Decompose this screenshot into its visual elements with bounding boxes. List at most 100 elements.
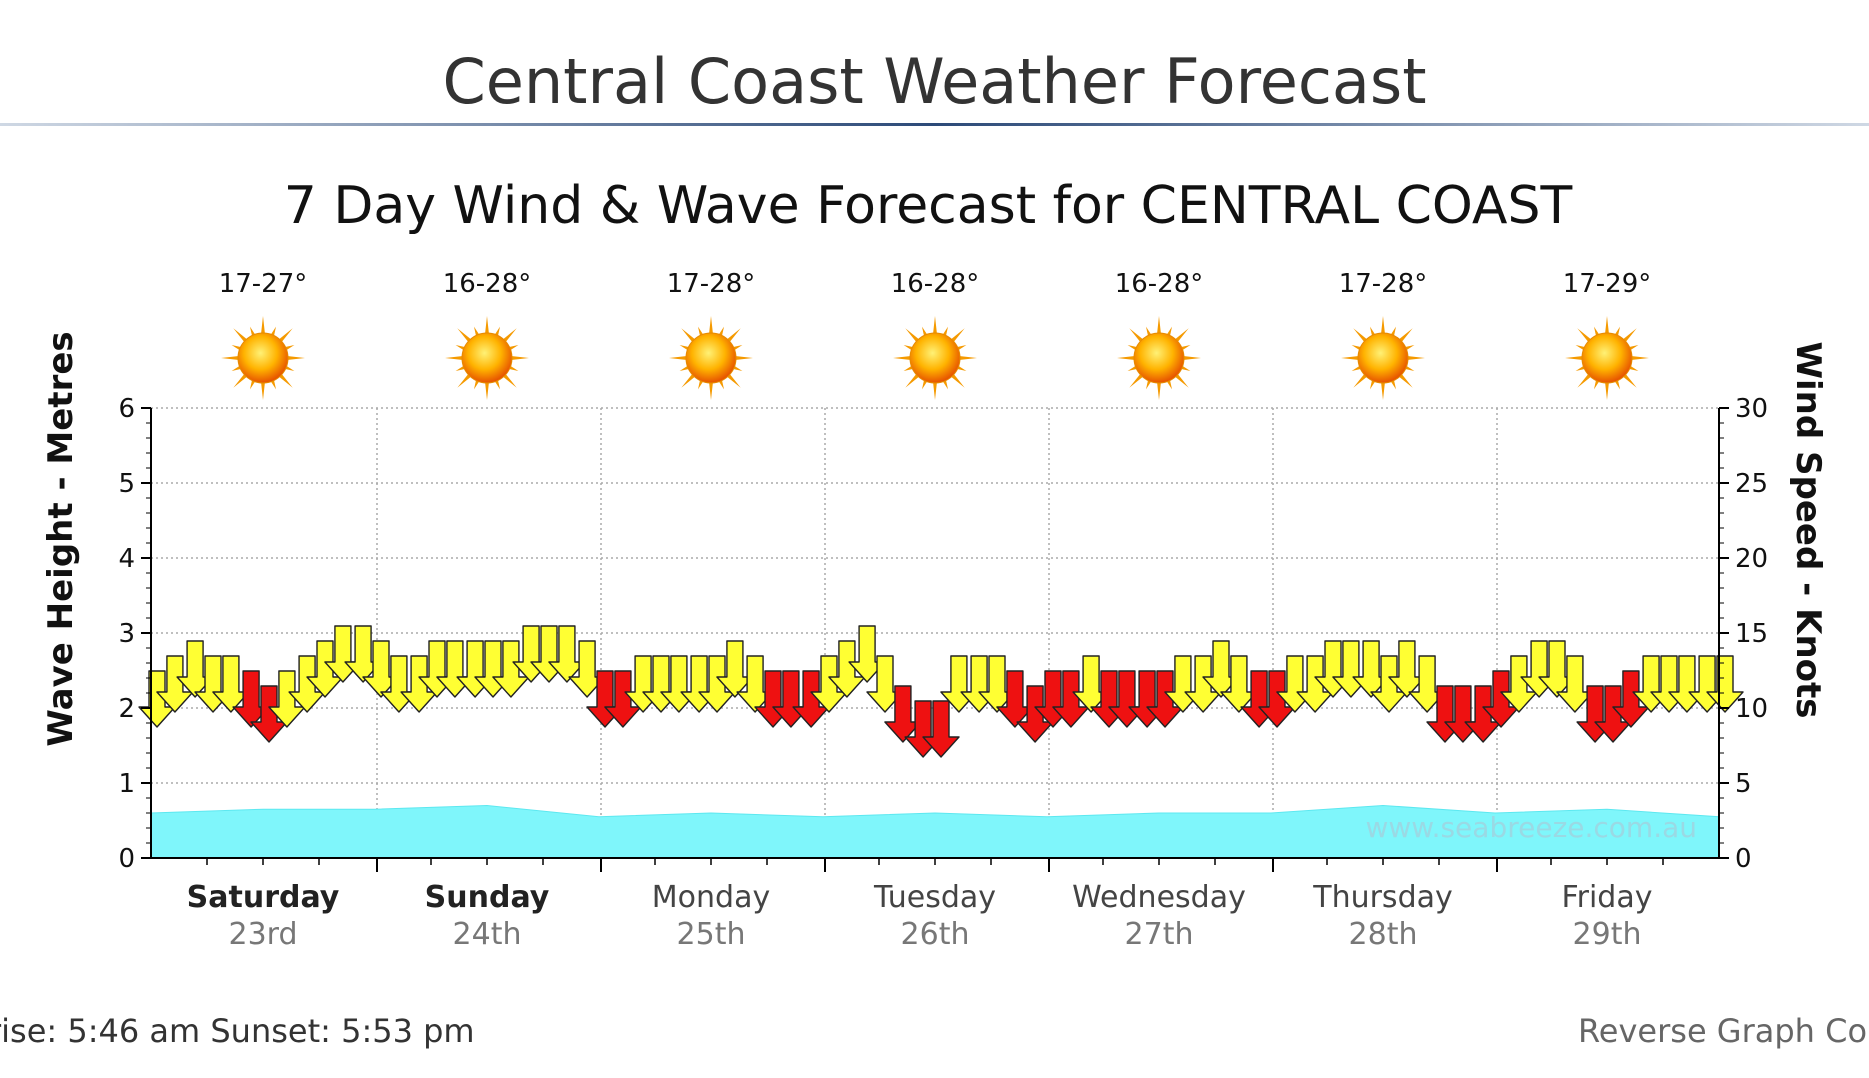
sun-ray <box>1604 316 1610 337</box>
wind-arrow <box>1258 670 1296 728</box>
wind-arrow-shape <box>884 685 922 743</box>
wind-arrow <box>288 655 326 713</box>
day-temperature-label: 17-28° <box>1339 269 1428 299</box>
y-axis-label: Wave Height - Metres <box>41 331 81 746</box>
wind-arrow-shape <box>1352 640 1390 698</box>
y2-tick-label: 25 <box>1735 469 1768 499</box>
sun-ray <box>1180 355 1201 361</box>
sun-ray <box>1156 316 1162 337</box>
wind-arrow-shape <box>1258 670 1296 728</box>
day-name-label: Friday <box>1562 880 1653 915</box>
wind-arrow <box>716 640 754 698</box>
title-divider <box>0 123 1869 126</box>
sun-icon <box>893 316 977 400</box>
wind-arrow-shape <box>362 640 400 698</box>
sun-disc <box>909 332 961 384</box>
wind-arrow-shape <box>400 655 438 713</box>
day-name-label: Thursday <box>1312 880 1453 915</box>
day-name-label: Tuesday <box>873 880 996 915</box>
wind-arrow <box>1184 655 1222 713</box>
sun-disc <box>685 332 737 384</box>
wind-arrow-shape <box>1482 670 1520 728</box>
wind-arrow-shape <box>212 655 250 713</box>
wind-arrow-shape <box>1370 655 1408 713</box>
wind-arrow-shape <box>848 625 886 683</box>
wind-arrow <box>848 625 886 683</box>
wind-arrow <box>1388 640 1426 698</box>
sun-times: rise: 5:46 am Sunset: 5:53 pm <box>0 1012 475 1050</box>
wind-arrow-shape <box>156 655 194 713</box>
day-name-label: Saturday <box>187 880 340 915</box>
wind-arrow <box>1612 670 1650 728</box>
wind-arrow <box>978 655 1016 713</box>
wind-arrow <box>922 700 960 758</box>
wind-arrow-shape <box>1072 655 1110 713</box>
y-tick-label: 6 <box>118 394 135 424</box>
sun-disc <box>1581 332 1633 384</box>
wind-arrow-shape <box>288 655 326 713</box>
wind-arrow <box>1594 685 1632 743</box>
sun-ray <box>956 355 977 361</box>
wind-arrow <box>736 655 774 713</box>
wind-arrow <box>362 640 400 698</box>
wind-arrow <box>400 655 438 713</box>
day-temperature-label: 16-28° <box>891 269 980 299</box>
wind-arrow <box>1052 670 1090 728</box>
y2-tick-label: 20 <box>1735 544 1768 574</box>
wind-arrow-shape <box>604 670 642 728</box>
day-date-label: 26th <box>901 917 970 952</box>
sun-ray <box>1404 355 1425 361</box>
wind-arrow <box>306 640 344 698</box>
sun-icon <box>669 316 753 400</box>
wind-arrow-shape <box>1146 670 1184 728</box>
wind-arrow-shape <box>1296 655 1334 713</box>
wind-arrow-shape <box>232 670 270 728</box>
sun-icon <box>221 316 305 400</box>
wind-arrow <box>268 670 306 728</box>
wind-arrow-shape <box>716 640 754 698</box>
day-temperature-label: 17-29° <box>1563 269 1652 299</box>
wind-arrow <box>1220 655 1258 713</box>
wind-arrow <box>1408 655 1446 713</box>
wind-arrow-shape <box>1016 685 1054 743</box>
wind-arrow <box>1016 685 1054 743</box>
day-date-label: 28th <box>1349 917 1418 952</box>
y-tick-label: 0 <box>118 844 135 874</box>
sun-ray <box>508 355 529 361</box>
day-temperature-label: 17-28° <box>667 269 756 299</box>
y2-tick-label: 15 <box>1735 619 1768 649</box>
sun-icon <box>1341 316 1425 400</box>
day-name-label: Sunday <box>425 880 550 915</box>
wind-arrow <box>604 670 642 728</box>
sun-ray <box>708 379 714 400</box>
sun-disc <box>1133 332 1185 384</box>
day-name-label: Wednesday <box>1072 880 1246 915</box>
wind-arrow <box>1296 655 1334 713</box>
wind-arrow <box>698 655 736 713</box>
day-temperature-label: 16-28° <box>443 269 532 299</box>
sun-ray <box>1117 355 1138 361</box>
sun-icon <box>1117 316 1201 400</box>
wind-arrow <box>1352 640 1390 698</box>
wind-arrow-shape <box>1202 640 1240 698</box>
wind-arrow-shape <box>1464 685 1502 743</box>
wind-arrow <box>1146 670 1184 728</box>
wind-arrow-shape <box>306 640 344 698</box>
sun-icon <box>1565 316 1649 400</box>
sun-disc <box>461 332 513 384</box>
y2-tick-label: 30 <box>1735 394 1768 424</box>
sun-disc <box>1357 332 1409 384</box>
y-tick-label: 1 <box>118 769 135 799</box>
wind-arrow <box>1556 655 1594 713</box>
reverse-graph-colors-link[interactable]: Reverse Graph Colo <box>1578 1012 1869 1050</box>
wind-arrow <box>884 685 922 743</box>
wind-arrow <box>866 655 904 713</box>
watermark-text: www.seabreeze.com.au <box>1365 811 1697 844</box>
wind-arrow-shape <box>344 625 382 683</box>
wind-arrow-shape <box>1184 655 1222 713</box>
wind-arrow-shape <box>492 640 530 698</box>
wind-arrow <box>232 670 270 728</box>
day-date-label: 23rd <box>228 917 297 952</box>
day-temperature-label: 17-27° <box>219 269 308 299</box>
wind-arrow-shape <box>250 685 288 743</box>
